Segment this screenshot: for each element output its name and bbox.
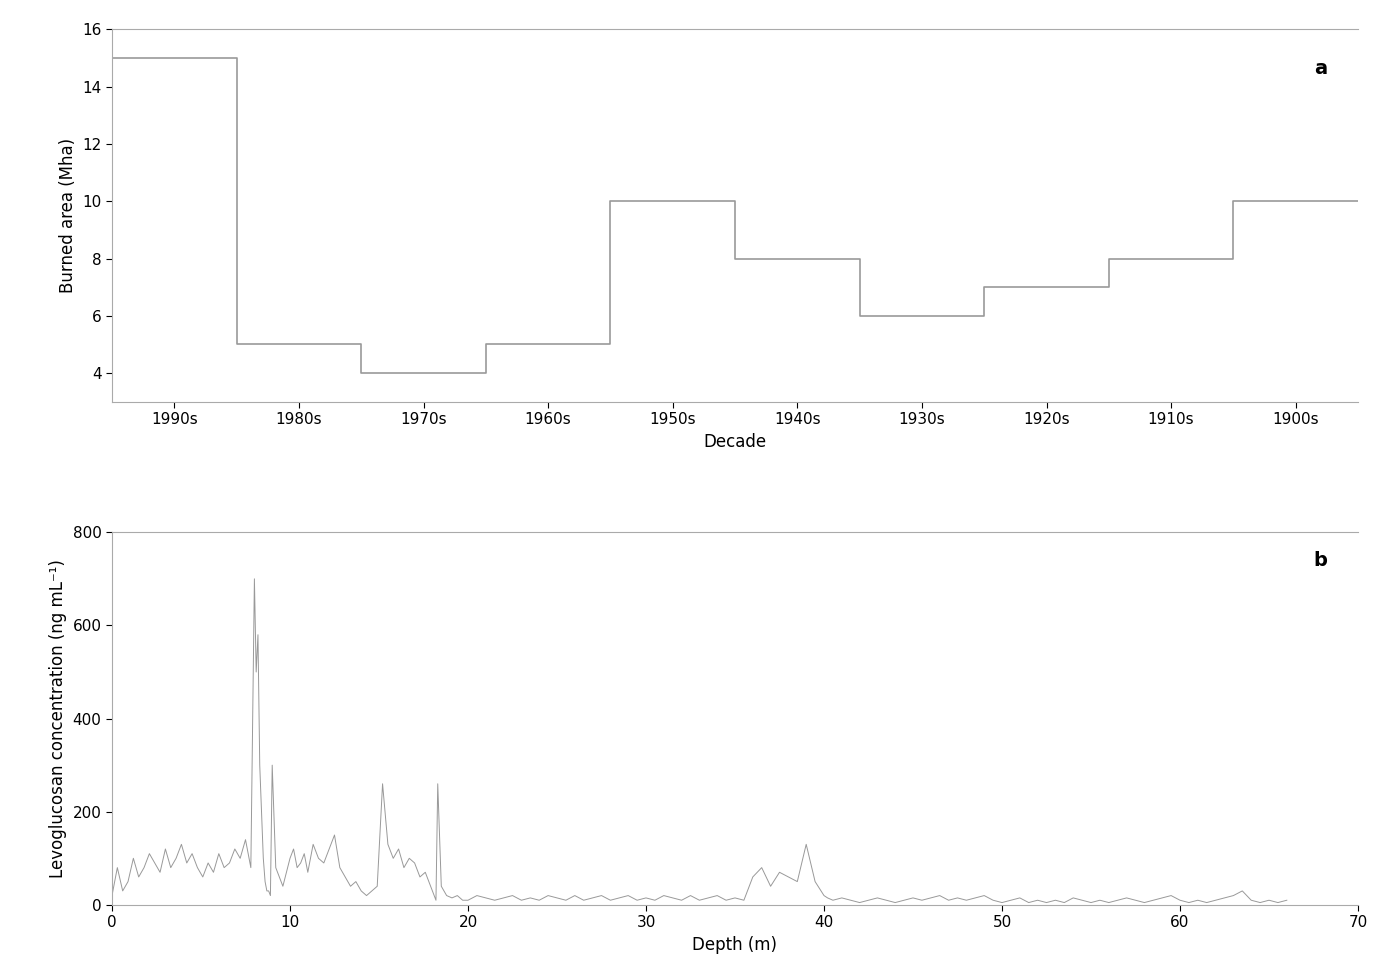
Text: b: b [1313, 551, 1327, 570]
Y-axis label: Burned area (Mha): Burned area (Mha) [59, 138, 77, 293]
X-axis label: Depth (m): Depth (m) [693, 936, 777, 954]
Y-axis label: Levoglucosan concentration (ng mL⁻¹): Levoglucosan concentration (ng mL⁻¹) [49, 559, 67, 878]
Text: a: a [1313, 59, 1327, 78]
X-axis label: Decade: Decade [703, 433, 767, 450]
